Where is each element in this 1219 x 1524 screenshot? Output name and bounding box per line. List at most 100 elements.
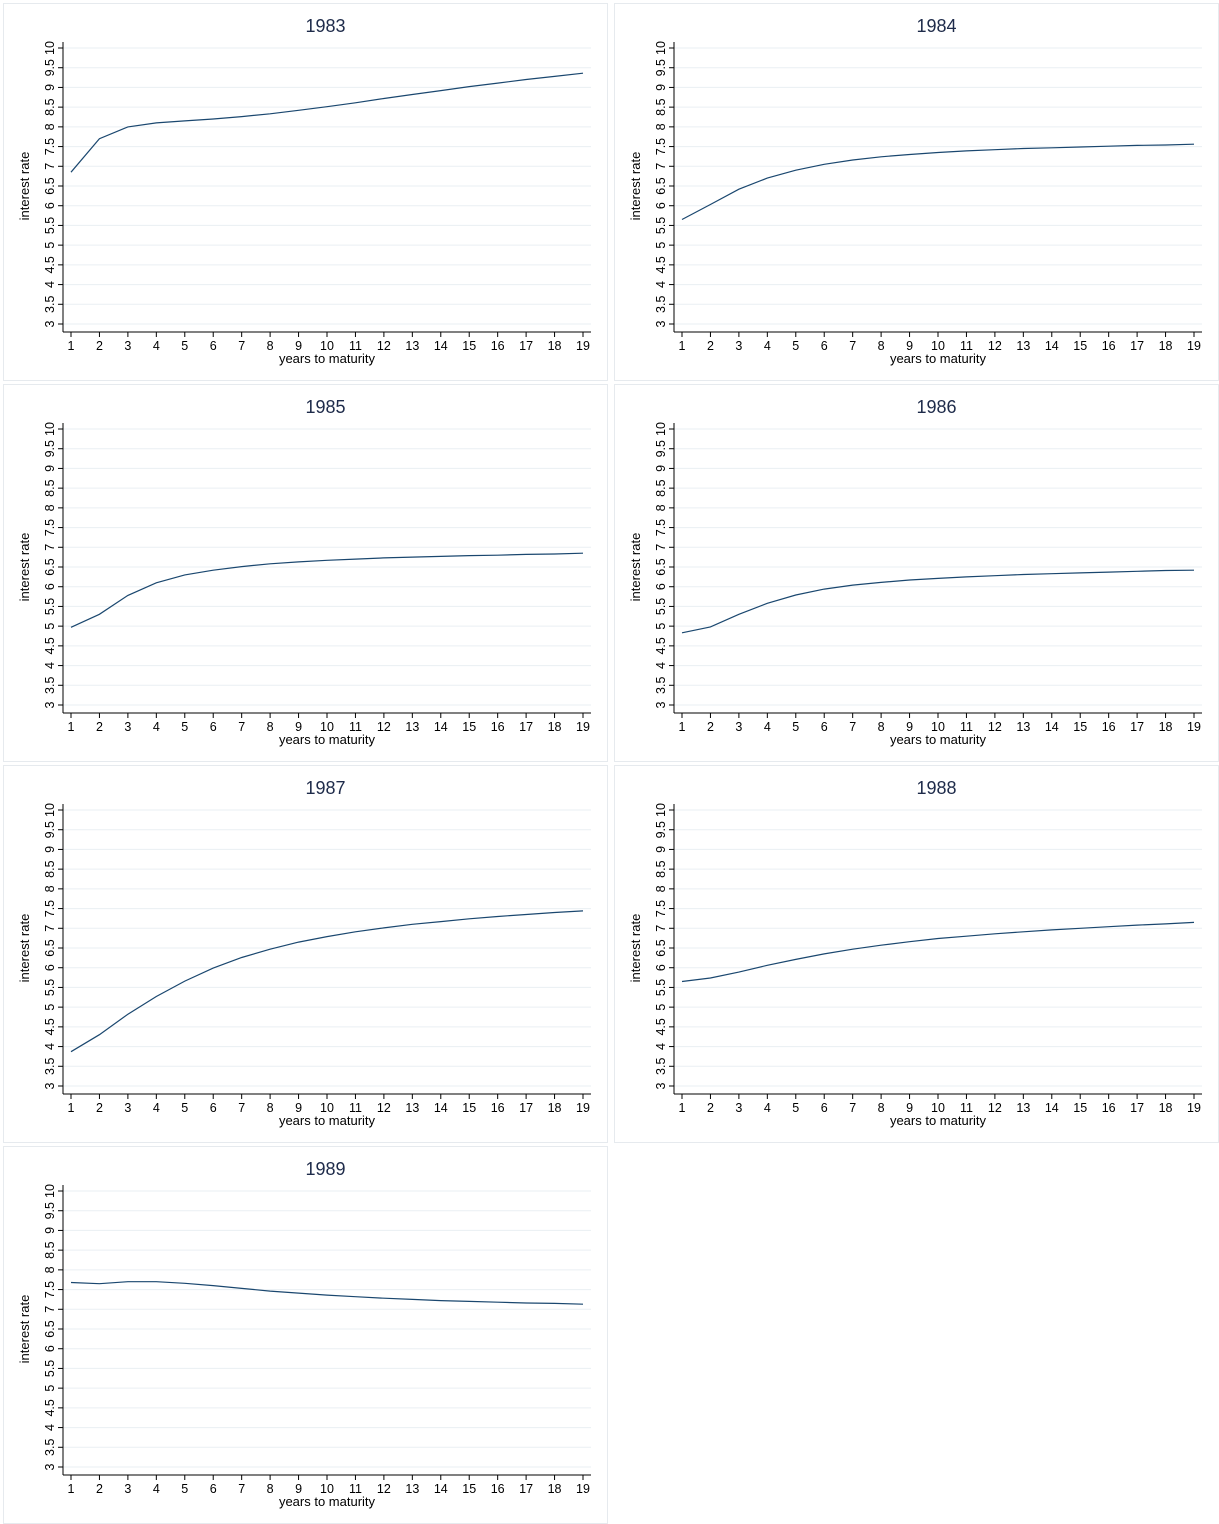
x-tick-label: 15	[462, 1482, 476, 1496]
x-tick-label: 19	[576, 720, 590, 734]
series-line	[70, 552, 584, 628]
x-tick-label: 13	[1016, 1101, 1030, 1115]
y-tick-label: 4.5	[654, 1018, 668, 1035]
y-tick-label: 5.5	[43, 598, 57, 615]
y-tick-label: 9.5	[654, 440, 668, 457]
y-tick-label: 6	[43, 964, 57, 971]
y-tick-label: 6.5	[654, 939, 668, 956]
y-tick-label: 8	[43, 1266, 57, 1273]
y-tick-label: 9.5	[43, 1202, 57, 1219]
y-tick-label: 4	[654, 281, 668, 288]
x-axis-label: years to maturity	[279, 732, 376, 747]
x-tick-label: 12	[377, 720, 391, 734]
chart-panel-1987: 3 3.5 4 4.5 5 5.5 6 6.5 7 7.5 8 8.5 9 9.5 10 1 2 3 4 5 6 7 8 9 1…	[3, 765, 608, 1143]
x-tick-label: 17	[1130, 339, 1144, 353]
y-tick-label: 4	[43, 1424, 57, 1431]
x-tick-label: 5	[792, 720, 799, 734]
x-axis-label: years to maturity	[279, 1113, 376, 1128]
x-tick-label: 3	[124, 339, 131, 353]
y-axis-label: interest rate	[17, 533, 32, 602]
y-tick-label: 7	[654, 163, 668, 170]
y-tick-label: 3.5	[654, 1058, 668, 1075]
x-tick-label: 19	[576, 1101, 590, 1115]
x-tick-label: 6	[210, 1101, 217, 1115]
x-tick-label: 13	[405, 1101, 419, 1115]
y-tick-label: 6	[43, 583, 57, 590]
y-tick-label: 5	[654, 1004, 668, 1011]
x-tick-label: 3	[735, 1101, 742, 1115]
x-tick-label: 5	[792, 339, 799, 353]
y-tick-label: 9.5	[43, 440, 57, 457]
x-tick-label: 18	[1159, 339, 1173, 353]
x-axis-label: years to maturity	[890, 351, 987, 366]
y-tick-label: 6	[654, 964, 668, 971]
y-tick-label: 5	[43, 1385, 57, 1392]
x-tick-label: 19	[576, 1482, 590, 1496]
x-tick-label: 3	[735, 339, 742, 353]
x-tick-label: 8	[267, 1482, 274, 1496]
x-tick-label: 11	[960, 339, 973, 353]
y-tick-label: 4.5	[654, 637, 668, 654]
x-tick-label: 5	[181, 1101, 188, 1115]
x-tick-label: 1	[68, 339, 75, 353]
chart-title: 1984	[916, 16, 956, 36]
y-tick-label: 9	[43, 465, 57, 472]
y-tick-label: 4.5	[654, 256, 668, 273]
y-tick-label: 8.5	[43, 98, 57, 115]
y-tick-label: 6.5	[654, 177, 668, 194]
x-tick-label: 13	[1016, 339, 1030, 353]
y-tick-label: 4	[43, 281, 57, 288]
x-tick-label: 7	[238, 339, 245, 353]
x-axis-label: years to maturity	[279, 351, 376, 366]
y-tick-label: 4	[654, 662, 668, 669]
series-line	[70, 910, 584, 1053]
x-tick-label: 9	[295, 1482, 302, 1496]
y-tick-label: 10	[43, 422, 57, 436]
x-tick-label: 10	[320, 1101, 334, 1115]
x-tick-label: 7	[238, 1101, 245, 1115]
y-tick-label: 8	[654, 885, 668, 892]
x-tick-label: 14	[1045, 720, 1059, 734]
x-axis-label: years to maturity	[890, 732, 987, 747]
x-tick-label: 14	[434, 1101, 448, 1115]
y-tick-label: 5.5	[654, 979, 668, 996]
y-tick-label: 5	[43, 1004, 57, 1011]
y-tick-label: 8.5	[654, 98, 668, 115]
x-tick-label: 14	[434, 1482, 448, 1496]
y-tick-label: 9.5	[43, 821, 57, 838]
x-tick-label: 11	[960, 720, 973, 734]
x-tick-label: 11	[349, 1482, 362, 1496]
y-tick-label: 3.5	[43, 677, 57, 694]
chart-panel-1988: 3 3.5 4 4.5 5 5.5 6 6.5 7 7.5 8 8.5 9 9.5 10 1 2 3 4 5 6 7 8 9 1…	[614, 765, 1219, 1143]
x-tick-label: 10	[931, 1101, 945, 1115]
y-tick-label: 3.5	[654, 677, 668, 694]
y-tick-label: 4	[43, 662, 57, 669]
x-tick-label: 1	[679, 339, 686, 353]
chart-panel-1985: 3 3.5 4 4.5 5 5.5 6 6.5 7 7.5 8 8.5 9 9.5 10 1 2 3 4 5 6 7 8 9 1…	[3, 384, 608, 762]
x-tick-label: 15	[462, 1101, 476, 1115]
y-tick-label: 3	[654, 701, 668, 708]
x-tick-label: 13	[405, 1482, 419, 1496]
x-tick-label: 9	[295, 1101, 302, 1115]
x-tick-label: 15	[1073, 720, 1087, 734]
x-tick-label: 8	[267, 1101, 274, 1115]
chart-title: 1987	[305, 778, 345, 798]
y-tick-label: 8.5	[43, 479, 57, 496]
y-tick-label: 8	[43, 504, 57, 511]
x-tick-label: 10	[320, 1482, 334, 1496]
chart-title: 1986	[916, 397, 956, 417]
y-tick-label: 5	[43, 623, 57, 630]
x-tick-label: 1	[679, 720, 686, 734]
y-tick-label: 8.5	[654, 860, 668, 877]
chart-title: 1983	[305, 16, 345, 36]
x-tick-label: 16	[491, 339, 505, 353]
x-tick-label: 7	[849, 339, 856, 353]
y-tick-label: 3.5	[43, 1439, 57, 1456]
x-tick-label: 5	[792, 1101, 799, 1115]
x-tick-label: 17	[519, 1101, 533, 1115]
y-tick-label: 5	[654, 623, 668, 630]
y-axis-label: interest rate	[17, 1295, 32, 1364]
x-tick-label: 13	[1016, 720, 1030, 734]
x-tick-label: 2	[707, 1101, 714, 1115]
